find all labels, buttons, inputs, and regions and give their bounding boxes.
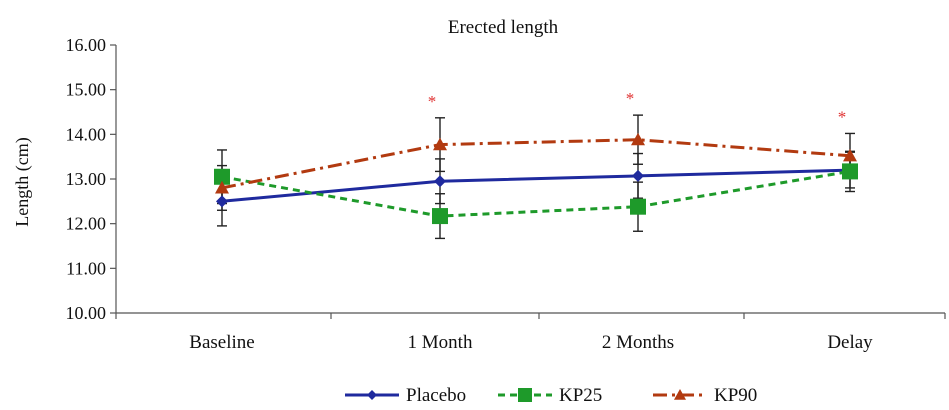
y-tick-label: 14.00 <box>66 124 107 144</box>
data-point-kp25 <box>432 208 448 225</box>
data-point-kp90 <box>433 137 447 151</box>
legend-label-placebo: Placebo <box>406 385 466 406</box>
data-point-kp25 <box>214 168 230 185</box>
data-point-kp90 <box>843 148 857 162</box>
y-tick-label: 10.00 <box>66 303 107 323</box>
y-tick-label: 11.00 <box>66 258 106 278</box>
series-line-kp90 <box>221 138 851 190</box>
chart-title: Erected length <box>448 17 559 38</box>
series-line-placebo <box>221 168 851 203</box>
y-tick-label: 15.00 <box>66 80 107 100</box>
significance-star: * <box>838 107 847 126</box>
legend-marker-kp25 <box>518 388 532 402</box>
series-markers <box>214 132 858 225</box>
series-lines <box>221 138 851 218</box>
legend-marker-placebo <box>367 390 377 400</box>
legend: Placebo KP25 KP90 <box>345 385 757 406</box>
y-tick-label: 16.00 <box>66 35 107 55</box>
error-bars <box>217 114 855 240</box>
y-tick-label: 12.00 <box>66 214 107 234</box>
x-tick-label: 2 Months <box>602 332 674 353</box>
data-point-placebo <box>632 169 644 182</box>
legend-label-kp25: KP25 <box>559 385 602 406</box>
data-point-kp90 <box>631 132 645 146</box>
x-tick-label: Baseline <box>189 332 254 353</box>
data-point-kp25 <box>630 198 646 215</box>
significance-annotations: * * * <box>428 89 847 126</box>
legend-label-kp90: KP90 <box>714 385 757 406</box>
y-axis-label: Length (cm) <box>12 137 33 226</box>
data-point-kp25 <box>842 163 858 180</box>
y-tick-label: 13.00 <box>66 169 107 189</box>
series-line-kp25 <box>221 169 851 218</box>
axes: 10.00 11.00 12.00 13.00 14.00 15.00 16.00 Basel… <box>66 35 946 353</box>
significance-star: * <box>428 92 437 111</box>
data-point-kp90 <box>215 180 229 194</box>
x-tick-label: Delay <box>827 332 873 353</box>
significance-star: * <box>626 89 635 108</box>
x-tick-label: 1 Month <box>408 332 473 353</box>
data-point-placebo <box>434 175 446 188</box>
data-point-placebo <box>216 195 228 208</box>
legend-marker-kp90 <box>674 389 686 400</box>
